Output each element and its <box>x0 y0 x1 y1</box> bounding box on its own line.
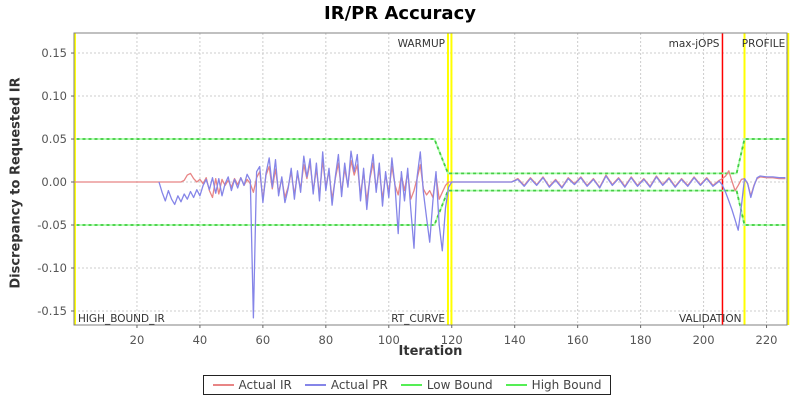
x-tick-label: 80 <box>319 333 334 347</box>
x-tick-label: 160 <box>567 333 589 347</box>
legend-swatch-actual-ir <box>212 384 234 386</box>
legend-item: High Bound <box>505 378 602 392</box>
marker-label-top: WARMUP <box>398 38 445 50</box>
y-tick-label: -0.15 <box>37 304 67 318</box>
marker-label-bottom: RT_CURVE <box>391 313 445 325</box>
plot-border <box>73 32 788 326</box>
series-high-bound-underlay <box>76 138 787 175</box>
marker-label-top: max-jOPS <box>669 38 720 50</box>
series-low-bound-underlay <box>76 189 787 226</box>
x-tick-label: 120 <box>441 333 463 347</box>
legend: Actual IR Actual PR Low Bound High Bound <box>202 375 612 395</box>
y-tick-label: 0.15 <box>41 46 67 60</box>
x-tick-label: 200 <box>693 333 715 347</box>
x-tick-label: 100 <box>378 333 400 347</box>
legend-item: Actual PR <box>304 378 388 392</box>
legend-area: Actual IR Actual PR Low Bound High Bound <box>27 375 787 395</box>
legend-swatch-actual-pr <box>304 384 326 386</box>
legend-label: Actual PR <box>330 378 388 392</box>
x-axis-title: Iteration <box>398 344 463 359</box>
legend-item: Low Bound <box>400 378 493 392</box>
y-tick-label: -0.05 <box>37 218 67 232</box>
x-tick-label: 180 <box>630 333 652 347</box>
legend-swatch-high-bound <box>505 384 527 386</box>
y-tick-label: 0.10 <box>41 89 67 103</box>
x-tick-label: 20 <box>130 333 145 347</box>
legend-item: Actual IR <box>212 378 292 392</box>
y-tick-label: -0.10 <box>37 261 67 275</box>
marker-label-bottom: VALIDATION <box>679 313 742 325</box>
legend-label: Actual IR <box>238 378 292 392</box>
series-actual-ir <box>74 159 786 202</box>
x-tick-label: 140 <box>504 333 526 347</box>
x-tick-label: 60 <box>256 333 271 347</box>
legend-label: Low Bound <box>426 378 493 392</box>
chart-title: IR/PR Accuracy <box>324 3 476 24</box>
series-high-bound <box>76 138 787 175</box>
marker-label-top: PROFILE <box>742 38 786 50</box>
x-tick-label: 40 <box>193 333 208 347</box>
y-tick-label: 0.00 <box>41 175 67 189</box>
series-actual-pr <box>158 150 786 319</box>
legend-label: High Bound <box>531 378 602 392</box>
y-tick-label: 0.05 <box>41 132 67 146</box>
x-tick-label: 220 <box>756 333 778 347</box>
legend-swatch-low-bound <box>400 384 422 386</box>
marker-label-bottom: HIGH_BOUND_IR <box>78 313 165 325</box>
